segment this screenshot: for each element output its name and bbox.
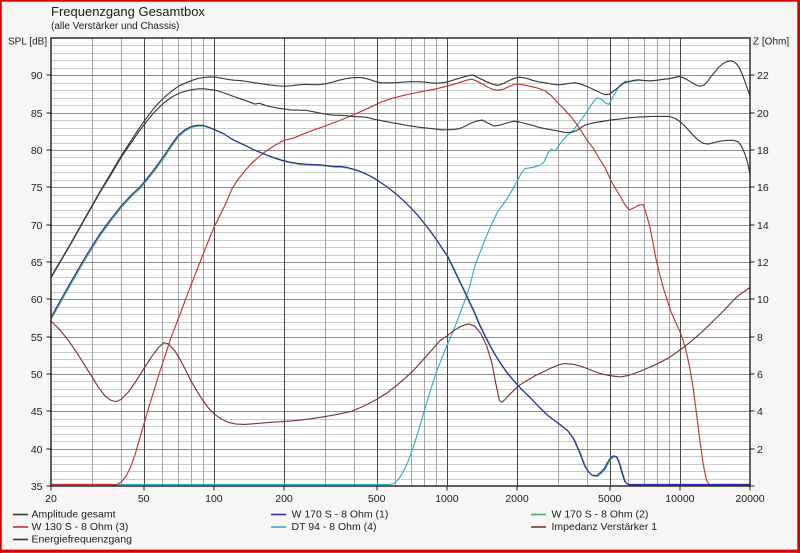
svg-text:16: 16 <box>757 182 769 194</box>
svg-text:2000: 2000 <box>505 493 529 505</box>
svg-text:12: 12 <box>757 257 769 269</box>
svg-text:20: 20 <box>757 108 769 120</box>
svg-text:6: 6 <box>757 369 763 381</box>
svg-text:DT 94 - 8 Ohm (4): DT 94 - 8 Ohm (4) <box>292 521 377 533</box>
svg-text:50: 50 <box>31 369 43 381</box>
svg-text:2: 2 <box>757 444 763 456</box>
svg-text:20000: 20000 <box>735 493 764 505</box>
svg-text:50: 50 <box>138 493 150 505</box>
svg-text:200: 200 <box>275 493 293 505</box>
svg-text:60: 60 <box>31 294 43 306</box>
svg-text:100: 100 <box>205 493 223 505</box>
svg-text:(alle Verstärker und Chassis): (alle Verstärker und Chassis) <box>51 21 179 32</box>
svg-text:14: 14 <box>757 220 769 232</box>
svg-text:10000: 10000 <box>665 493 694 505</box>
svg-text:65: 65 <box>31 257 43 269</box>
svg-text:Frequenzgang Gesamtbox: Frequenzgang Gesamtbox <box>51 4 205 19</box>
svg-text:85: 85 <box>31 108 43 120</box>
svg-text:500: 500 <box>368 493 386 505</box>
svg-text:W 170 S - 8 Ohm (1): W 170 S - 8 Ohm (1) <box>292 509 389 521</box>
svg-text:40: 40 <box>31 444 43 456</box>
svg-text:8: 8 <box>757 332 763 344</box>
svg-text:Energiefrequenzgang: Energiefrequenzgang <box>32 534 133 546</box>
svg-text:Z [Ohm]: Z [Ohm] <box>753 37 789 48</box>
svg-text:W 130 S - 8 Ohm (3): W 130 S - 8 Ohm (3) <box>32 521 129 533</box>
svg-text:1000: 1000 <box>435 493 459 505</box>
svg-text:80: 80 <box>31 145 43 157</box>
svg-text:10: 10 <box>757 294 769 306</box>
svg-text:W 170 S - 8 Ohm (2): W 170 S - 8 Ohm (2) <box>552 509 649 521</box>
svg-text:90: 90 <box>31 70 43 82</box>
svg-text:20: 20 <box>45 493 57 505</box>
svg-text:Impedanz Verstärker 1: Impedanz Verstärker 1 <box>552 521 658 533</box>
svg-text:4: 4 <box>757 406 763 418</box>
svg-text:Amplitude gesamt: Amplitude gesamt <box>32 509 116 521</box>
svg-text:35: 35 <box>31 481 43 493</box>
svg-text:SPL [dB]: SPL [dB] <box>8 37 47 48</box>
svg-text:22: 22 <box>757 70 769 82</box>
svg-text:45: 45 <box>31 406 43 418</box>
svg-text:18: 18 <box>757 145 769 157</box>
svg-text:70: 70 <box>31 220 43 232</box>
svg-text:75: 75 <box>31 182 43 194</box>
svg-text:55: 55 <box>31 332 43 344</box>
svg-text:5000: 5000 <box>598 493 622 505</box>
